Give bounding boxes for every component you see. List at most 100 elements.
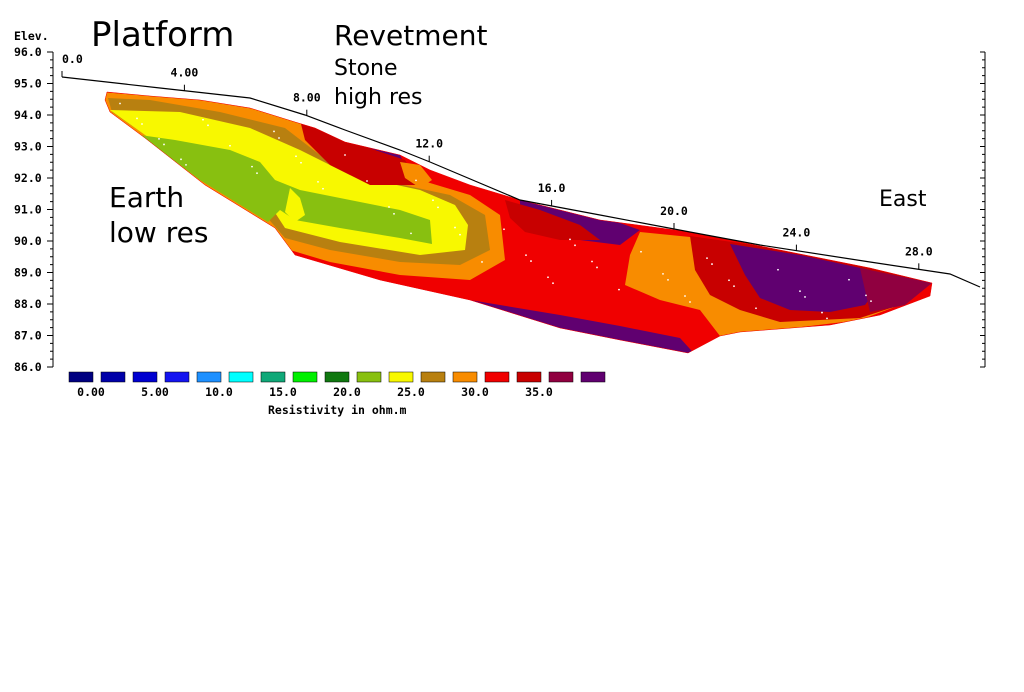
- color-legend: 0.00 5.00 10.0 15.0 20.0 25.0 30.0 35.0: [68, 371, 606, 399]
- y-tick-label: 93.0: [14, 140, 42, 154]
- measurement-point: [892, 321, 894, 324]
- legend-swatch: [580, 371, 606, 383]
- legend-label: 35.0: [525, 385, 553, 399]
- measurement-point: [295, 155, 297, 158]
- y-tick-label: 95.0: [14, 77, 42, 91]
- measurement-point: [662, 273, 664, 275]
- section-outline: [104, 91, 933, 354]
- legend-title: Resistivity in ohm.m: [268, 403, 407, 417]
- measurement-point: [415, 179, 417, 182]
- measurement-point: [733, 285, 735, 288]
- legend-swatch: [356, 371, 382, 383]
- measurement-point: [848, 278, 850, 281]
- annotation-high-res: high res: [334, 85, 423, 110]
- measurement-point: [300, 161, 302, 164]
- measurement-point: [432, 199, 434, 202]
- zone-mid-darkred: [505, 200, 600, 240]
- measurement-point: [251, 165, 253, 168]
- measurement-point: [799, 290, 801, 293]
- zone-yellow-pocket: [285, 188, 305, 222]
- measurement-point: [366, 180, 368, 182]
- y-tick-label: 89.0: [14, 266, 42, 280]
- measurement-point: [711, 263, 713, 265]
- legend-swatch: [196, 371, 222, 383]
- measurement-point: [596, 266, 598, 269]
- legend-swatch: [388, 371, 414, 383]
- legend-label: 5.00: [141, 385, 169, 399]
- y-tick-label: 96.0: [14, 45, 42, 59]
- measurement-point: [503, 228, 505, 231]
- measurement-point: [185, 163, 187, 166]
- measurement-point: [804, 296, 806, 298]
- measurement-point: [322, 187, 324, 190]
- measurement-point: [826, 317, 828, 320]
- legend-label: 15.0: [269, 385, 297, 399]
- legend-swatch: [484, 371, 510, 383]
- measurement-point: [843, 333, 845, 335]
- legend-label: 10.0: [205, 385, 233, 399]
- y-tick-label: 94.0: [14, 108, 42, 122]
- legend-swatch: [452, 371, 478, 383]
- measurement-point: [914, 342, 916, 345]
- measurement-point: [706, 257, 708, 260]
- x-tick-label: 16.0: [538, 181, 566, 195]
- legend-label: 20.0: [333, 385, 361, 399]
- legend-swatch: [260, 371, 286, 383]
- measurement-point: [777, 268, 779, 271]
- zone-top-darkred: [300, 120, 420, 185]
- measurement-point: [158, 137, 160, 140]
- measurement-point: [119, 102, 121, 105]
- y-tick-label: 92.0: [14, 171, 42, 185]
- measurement-point: [684, 295, 686, 297]
- measurement-point: [728, 279, 730, 282]
- annotation-earth: Earth: [109, 181, 185, 214]
- annotation-revetment: Revetment: [334, 19, 488, 52]
- x-tick-label: 20.0: [660, 204, 688, 218]
- measurement-point: [552, 282, 554, 285]
- measurement-point: [278, 137, 280, 139]
- measurement-point: [163, 143, 165, 146]
- x-tick-label: 28.0: [905, 244, 933, 258]
- y-tick-label: 86.0: [14, 360, 42, 374]
- zone-right-purple: [730, 244, 880, 312]
- measurement-point: [591, 260, 593, 263]
- y-tick-label: 90.0: [14, 234, 42, 248]
- measurement-point: [547, 276, 549, 279]
- measurement-point: [459, 233, 461, 236]
- measurement-point: [821, 311, 823, 314]
- x-tick-label: 0.0: [62, 52, 83, 66]
- legend-swatch: [324, 371, 350, 383]
- measurement-point: [180, 158, 182, 161]
- legend-swatch: [548, 371, 574, 383]
- measurement-point: [141, 123, 143, 125]
- legend-label: 0.00: [77, 385, 105, 399]
- measurement-point: [618, 288, 620, 291]
- x-tick-label: 24.0: [783, 226, 811, 240]
- measurement-point: [569, 238, 571, 241]
- topography-line: [61, 76, 981, 288]
- measurement-point: [344, 154, 346, 156]
- zone-mid-purple: [520, 200, 640, 245]
- y-tick-label: 91.0: [14, 203, 42, 217]
- measurement-point: [410, 232, 412, 235]
- zone-right-maroon: [860, 268, 932, 312]
- x-tick-label: 4.00: [171, 66, 199, 80]
- measurement-point: [273, 130, 275, 133]
- y-axis-label: Elev.: [14, 29, 49, 43]
- measurement-point: [317, 180, 319, 183]
- y-tick-label: 87.0: [14, 329, 42, 343]
- zone-top-orange: [400, 162, 432, 188]
- measurement-point: [525, 254, 527, 257]
- legend-swatch: [420, 371, 446, 383]
- measurement-point: [870, 300, 872, 303]
- measurement-point: [207, 124, 209, 127]
- measurement-point: [689, 301, 691, 303]
- legend-swatch: [68, 371, 94, 383]
- legend-swatch: [292, 371, 318, 383]
- legend-label: 25.0: [397, 385, 425, 399]
- zone-left-green: [140, 135, 432, 244]
- annotation-east: East: [879, 187, 927, 212]
- measurement-point: [640, 250, 642, 253]
- legend-swatch: [228, 371, 254, 383]
